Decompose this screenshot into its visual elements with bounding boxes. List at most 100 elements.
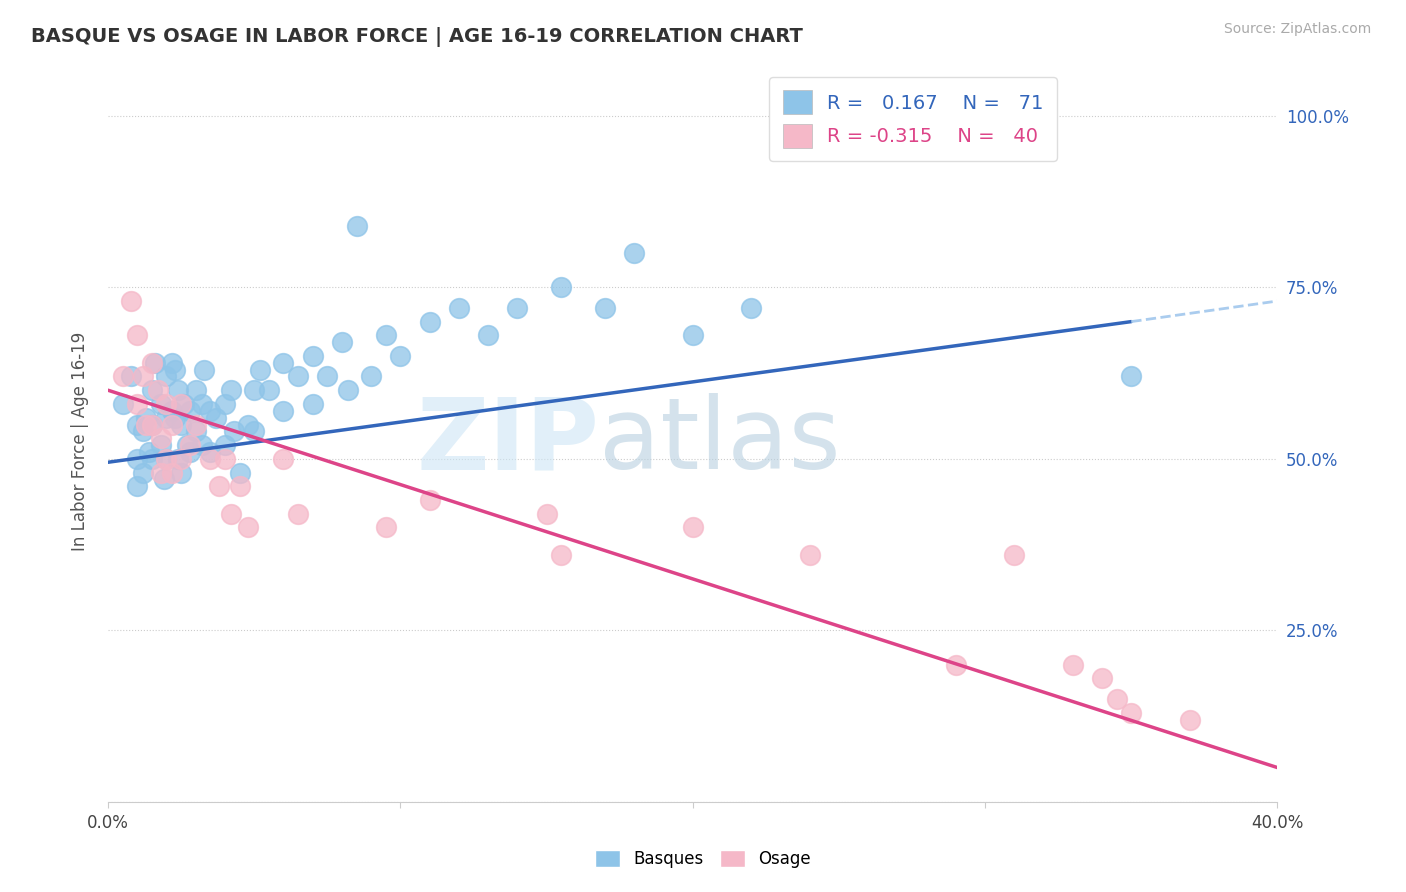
Point [170,451,193,466]
Text: Source: ZipAtlas.com: Source: ZipAtlas.com [1223,22,1371,37]
Point [155,451,177,466]
Point [190,438,212,452]
Point [228,466,250,480]
Point [152,472,174,486]
Point [111,369,134,384]
Point [374,520,396,534]
Point [301,397,323,411]
Point [208,479,231,493]
Point [120,293,142,308]
Text: ZIP: ZIP [416,393,599,491]
Point [143,356,166,370]
Point [132,369,155,384]
Point [1121,706,1143,720]
Text: atlas: atlas [599,393,841,491]
Point [273,451,295,466]
Point [316,369,339,384]
Point [219,507,242,521]
Point [287,369,309,384]
Point [170,466,193,480]
Point [419,493,441,508]
Point [740,301,762,315]
Point [162,417,184,432]
Point [120,369,142,384]
Point [176,438,198,452]
Point [179,438,201,452]
Legend: Basques, Osage: Basques, Osage [588,843,818,875]
Point [447,301,470,315]
Point [135,410,157,425]
Point [127,479,149,493]
Point [135,417,157,432]
Point [170,397,193,411]
Point [243,383,266,397]
Point [222,425,245,439]
Point [214,451,236,466]
Point [167,451,190,466]
Point [1091,672,1114,686]
Point [141,417,163,432]
Point [111,397,134,411]
Point [228,479,250,493]
Point [167,383,190,397]
Point [149,466,172,480]
Point [132,466,155,480]
Point [1062,657,1084,672]
Point [141,383,163,397]
Point [238,417,260,432]
Point [287,507,309,521]
Point [155,397,177,411]
Point [1105,692,1128,706]
Point [477,328,499,343]
Y-axis label: In Labor Force | Age 16-19: In Labor Force | Age 16-19 [72,332,89,551]
Point [336,383,359,397]
Point [200,445,222,459]
Point [219,383,242,397]
Point [1002,548,1025,562]
Point [200,451,222,466]
Point [273,356,295,370]
Point [162,404,184,418]
Point [127,328,149,343]
Point [179,404,201,418]
Point [257,383,280,397]
Point [184,417,207,432]
Point [200,404,222,418]
Point [165,410,187,425]
Point [249,362,271,376]
Point [155,410,177,425]
Point [149,438,172,452]
Point [374,328,396,343]
Point [799,548,821,562]
Point [127,397,149,411]
Point [190,397,212,411]
Point [193,362,215,376]
Point [155,451,177,466]
Point [243,425,266,439]
Point [184,425,207,439]
Point [238,520,260,534]
Point [205,410,228,425]
Point [162,356,184,370]
Point [138,445,160,459]
Point [132,425,155,439]
Point [214,438,236,452]
Point [301,349,323,363]
Point [214,397,236,411]
Point [623,246,645,260]
Point [162,466,184,480]
Point [170,417,193,432]
Point [173,397,195,411]
Point [550,280,572,294]
Legend: R =   0.167    N =   71, R = -0.315    N =   40: R = 0.167 N = 71, R = -0.315 N = 40 [769,77,1057,161]
Point [346,219,368,233]
Point [389,349,412,363]
Point [506,301,529,315]
Point [273,404,295,418]
Point [149,397,172,411]
Point [593,301,616,315]
Point [127,417,149,432]
Point [149,431,172,445]
Point [141,451,163,466]
Point [184,383,207,397]
